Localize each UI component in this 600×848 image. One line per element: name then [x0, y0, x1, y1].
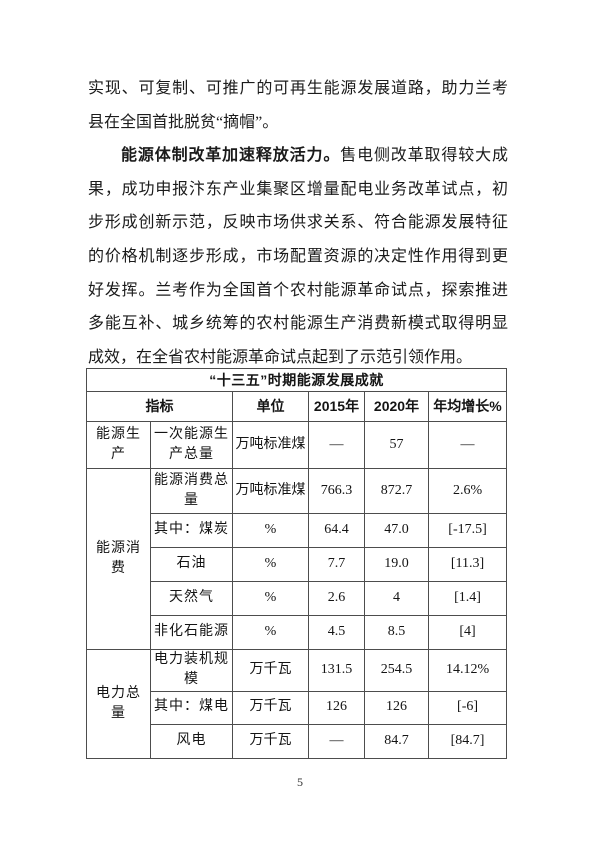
- cell-indicator: 其中：煤炭: [150, 513, 233, 548]
- table-row: 电力总量 电力装机规模 万千瓦 131.5 254.5 14.12%: [86, 649, 508, 759]
- cell-group-energy-consumption: 能源消费: [86, 468, 151, 650]
- page-number: 5: [297, 775, 303, 789]
- cell-unit: 万吨标准煤: [232, 468, 309, 514]
- paragraph2-line2: 果，成功申报汴东产业集聚区增量配电业务改革试点，初: [88, 180, 508, 198]
- cell-unit: %: [232, 513, 309, 548]
- table-row: 石油 % 7.7 19.0 [11.3]: [87, 547, 508, 582]
- cell-2015: 131.5: [308, 649, 365, 692]
- cell-group-power-total: 电力总量: [86, 649, 151, 759]
- column-header-unit: 单位: [232, 391, 309, 422]
- cell-growth: [4]: [427, 615, 508, 650]
- cell-indicator: 风电: [150, 723, 233, 759]
- paragraph2-bold-lead: 能源体制改革加速释放活力。: [121, 147, 341, 165]
- cell-2015: 4.5: [308, 615, 365, 650]
- cell-indicator: 天然气: [150, 581, 233, 616]
- paragraph1-line2: 县在全国首批脱贫“摘帽”。: [88, 113, 279, 131]
- cell-growth: [-6]: [427, 690, 508, 725]
- table-title: “十三五”时期能源发展成就: [85, 368, 508, 392]
- column-header-2020: 2020年: [364, 391, 429, 422]
- body-text: 实现、可复制、可推广的可再生能源发展道路，助力兰考 县在全国首批脱贫“摘帽”。 …: [88, 72, 508, 374]
- cell-growth: 14.12%: [427, 649, 508, 692]
- paragraph2-line5: 好发挥。兰考作为全国首个农村能源革命试点，探索推进: [88, 281, 508, 299]
- cell-indicator: 一次能源生产总量: [150, 421, 233, 469]
- table-header-row: 指标 单位 2015年 2020年 年均增长%: [86, 391, 508, 422]
- cell-growth: [1.4]: [427, 581, 508, 616]
- paragraph2-line7: 成效，在全省农村能源革命试点起到了示范引领作用。: [88, 348, 473, 366]
- table-row: 天然气 % 2.6 4 [1.4]: [87, 581, 508, 616]
- cell-growth: [11.3]: [427, 547, 508, 582]
- cell-2020: 57: [364, 421, 429, 469]
- cell-growth: —: [427, 421, 508, 469]
- cell-indicator: 石油: [150, 547, 233, 582]
- paragraph2-line4: 的价格机制逐步形成，市场配置资源的决定性作用得到更: [88, 247, 508, 265]
- table-title-row: “十三五”时期能源发展成就: [85, 368, 508, 392]
- cell-indicator: 电力装机规模: [150, 649, 233, 692]
- cell-growth: [84.7]: [427, 723, 508, 759]
- cell-2015: 2.6: [308, 581, 365, 616]
- cell-unit: 万千瓦: [232, 690, 309, 725]
- column-header-growth: 年均增长%: [427, 391, 508, 422]
- paragraph2-line1-rest: 售电侧改革取得较大成: [340, 147, 508, 165]
- cell-2020: 19.0: [364, 547, 429, 582]
- table-row: 风电 万千瓦 — 84.7 [84.7]: [87, 723, 508, 759]
- paragraph2-line6: 多能互补、城乡统筹的农村能源生产消费新模式取得明显: [88, 315, 508, 333]
- paragraph2-line3: 步形成创新示范，反映市场供求关系、符合能源发展特征: [88, 214, 508, 232]
- cell-unit: 万吨标准煤: [232, 421, 309, 469]
- cell-2020: 47.0: [364, 513, 429, 548]
- energy-achievements-table: “十三五”时期能源发展成就 指标 单位 2015年 2020年 年均增长% 能源…: [85, 368, 508, 759]
- paragraph1-line1: 实现、可复制、可推广的可再生能源发展道路，助力兰考: [88, 80, 508, 97]
- cell-2015: —: [308, 723, 365, 759]
- column-header-2015: 2015年: [308, 391, 365, 422]
- cell-2020: 84.7: [364, 723, 429, 759]
- cell-unit: %: [232, 615, 309, 650]
- cell-group-energy-production: 能源生产: [86, 421, 151, 469]
- paragraph2-line1: 能源体制改革加速释放活力。售电侧改革取得较大成: [88, 139, 508, 173]
- cell-indicator: 能源消费总量: [150, 468, 233, 514]
- cell-2020: 254.5: [364, 649, 429, 692]
- table-row: 其中：煤电 万千瓦 126 126 [-6]: [87, 690, 508, 725]
- cell-2020: 8.5: [364, 615, 429, 650]
- cell-2015: 64.4: [308, 513, 365, 548]
- table-row: 非化石能源 % 4.5 8.5 [4]: [87, 615, 508, 650]
- cell-2015: 126: [308, 690, 365, 725]
- cell-unit: 万千瓦: [232, 649, 309, 692]
- cell-growth: 2.6%: [427, 468, 508, 514]
- cell-growth: [-17.5]: [427, 513, 508, 548]
- table-row: 能源生产 一次能源生产总量 万吨标准煤 — 57 —: [86, 421, 508, 469]
- cell-indicator: 其中：煤电: [150, 690, 233, 725]
- table-row: 能源消费 能源消费总量 万吨标准煤 766.3 872.7 2.6%: [86, 468, 508, 650]
- table-row: 其中：煤炭 % 64.4 47.0 [-17.5]: [87, 513, 508, 548]
- cell-2020: 4: [364, 581, 429, 616]
- cell-2015: —: [308, 421, 365, 469]
- cell-2020: 126: [364, 690, 429, 725]
- cell-unit: %: [232, 581, 309, 616]
- cell-unit: %: [232, 547, 309, 582]
- cell-indicator: 非化石能源: [150, 615, 233, 650]
- cell-2015: 766.3: [308, 468, 365, 514]
- cell-2020: 872.7: [364, 468, 429, 514]
- cell-unit: 万千瓦: [232, 723, 309, 759]
- cell-2015: 7.7: [308, 547, 365, 582]
- column-header-indicator: 指标: [86, 391, 233, 422]
